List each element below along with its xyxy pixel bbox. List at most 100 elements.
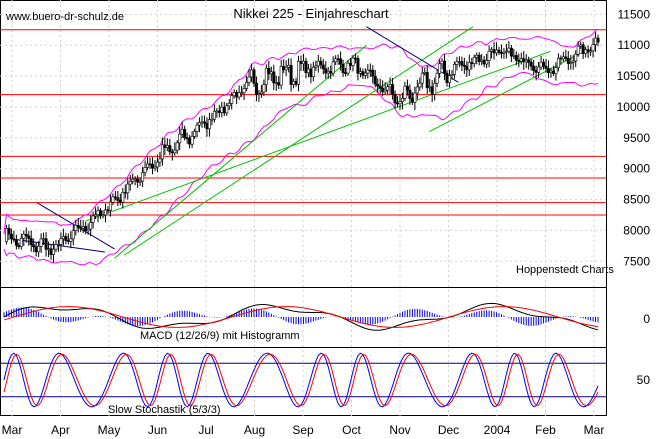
candle-body: [405, 85, 409, 91]
candle-body: [586, 49, 590, 53]
candle-body: [495, 49, 499, 54]
candle-body: [358, 71, 362, 74]
candle-body: [163, 144, 167, 148]
candle-body: [155, 161, 159, 168]
candle-body: [314, 65, 318, 68]
candle-body: [435, 72, 439, 84]
candle-body: [51, 248, 55, 255]
candle-body: [477, 54, 481, 62]
candle-body: [465, 65, 469, 71]
candle-body: [581, 44, 585, 54]
candle-body: [346, 62, 350, 74]
x-axis-labels: Mar Apr May Jun Jul Aug Sep Oct Nov Dec 2004 Feb Mar: [2, 423, 605, 437]
candle-body: [113, 196, 117, 199]
candle-body: [198, 122, 202, 126]
candle-body: [121, 191, 125, 203]
macd-y-tick: 0: [643, 312, 650, 326]
candle-body: [537, 66, 541, 73]
candle-body: [534, 70, 538, 73]
candle-body: [111, 196, 115, 203]
candle-body: [576, 45, 580, 55]
candle-body: [272, 71, 276, 84]
candle-body: [84, 226, 88, 232]
candle-body: [178, 133, 182, 144]
candle-body: [443, 60, 447, 74]
candle-body: [415, 86, 419, 94]
candle-body: [59, 238, 63, 245]
candle-body: [398, 101, 402, 104]
candle-body: [262, 84, 266, 93]
candle-body: [69, 238, 73, 242]
stochastic-indicator: [0, 352, 606, 408]
candle-body: [232, 92, 236, 96]
x-tick-label: Mar: [2, 423, 23, 437]
candle-body: [277, 82, 281, 86]
candle-body: [89, 222, 93, 230]
candle-body: [440, 60, 444, 65]
candle-body: [259, 91, 263, 94]
y-tick-label: 9000: [623, 162, 650, 176]
candle-body: [566, 58, 570, 64]
candle-body: [222, 106, 226, 114]
candle-body: [339, 58, 343, 65]
candle-body: [292, 80, 296, 85]
x-tick-label: Apr: [51, 423, 70, 437]
candle-body: [242, 88, 246, 93]
candle-body: [393, 93, 397, 104]
candle-body: [99, 210, 103, 217]
candle-body: [123, 191, 127, 194]
candle-body: [584, 49, 588, 54]
candle-body: [180, 128, 184, 135]
x-tick-label: Nov: [389, 423, 410, 437]
candle-body: [257, 93, 261, 95]
candle-body: [433, 82, 437, 95]
y-axis-labels: 7500 8000 8500 9000 9500 10000 10500 11000 11500…: [617, 7, 651, 387]
candle-body: [331, 61, 335, 74]
candle-body: [378, 85, 382, 89]
candle-body: [507, 47, 511, 52]
candle-body: [247, 76, 251, 83]
candle-body: [17, 244, 21, 247]
candle-body: [230, 95, 234, 104]
candle-body: [425, 72, 429, 89]
y-tick-label: 8000: [623, 223, 650, 237]
credit-label: Hoppenstedt Charts: [516, 264, 614, 276]
candle-body: [482, 59, 486, 65]
candle-body: [311, 66, 315, 78]
candle-body: [457, 61, 461, 63]
candle-body: [502, 51, 506, 54]
candle-body: [215, 110, 219, 113]
candle-body: [386, 86, 390, 91]
candle-body: [532, 65, 536, 71]
candle-body: [64, 236, 68, 241]
candle-body: [79, 226, 83, 229]
candle-body: [472, 56, 476, 64]
candle-body: [141, 172, 145, 182]
candle-body: [497, 49, 501, 53]
price-panel-frame: [0, 0, 607, 288]
candle-body: [96, 210, 100, 215]
candle-body: [480, 59, 484, 62]
candle-body: [217, 110, 221, 113]
candle-body: [143, 167, 147, 173]
candle-body: [42, 238, 46, 241]
candle-body: [227, 103, 231, 107]
candle-body: [420, 72, 424, 84]
candle-body: [74, 224, 78, 231]
y-tick-label: 11500: [618, 7, 651, 21]
trend-lines: [17, 26, 585, 259]
candle-body: [284, 67, 288, 71]
candle-body: [173, 149, 177, 154]
candle-body: [391, 84, 395, 95]
candle-body: [94, 214, 98, 217]
candle-body: [564, 56, 568, 59]
candle-body: [579, 44, 583, 47]
stochastic-title: Slow Stochastik (5/3/3): [108, 404, 221, 416]
candle-body: [133, 178, 137, 181]
candle-body: [351, 57, 355, 66]
candle-body: [103, 209, 107, 216]
candle-body: [151, 163, 155, 169]
candle-body: [334, 58, 338, 63]
candle-body: [529, 62, 533, 67]
candle-body: [574, 53, 578, 62]
